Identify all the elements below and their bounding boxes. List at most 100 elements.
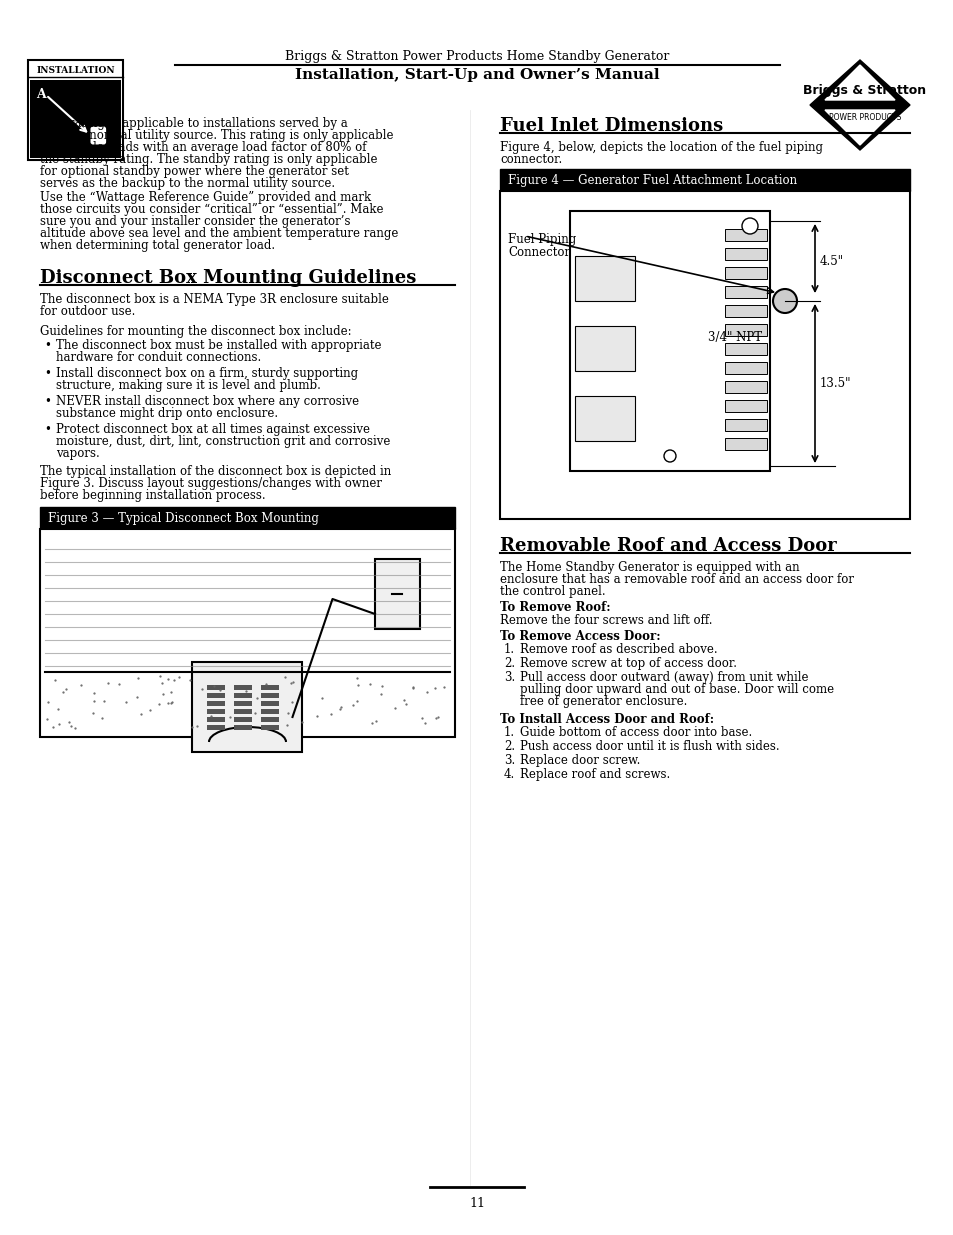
Bar: [575, 326, 635, 370]
Bar: [724, 267, 766, 279]
Text: To Install Access Door and Roof:: To Install Access Door and Roof:: [499, 713, 714, 726]
Text: before beginning installation process.: before beginning installation process.: [40, 489, 265, 501]
Bar: [208, 685, 225, 690]
Bar: [375, 559, 419, 629]
Text: Guidelines for mounting the disconnect box include:: Guidelines for mounting the disconnect b…: [40, 325, 352, 338]
Text: To Remove Access Door:: To Remove Access Door:: [499, 630, 659, 643]
Bar: [208, 718, 225, 722]
Text: Replace roof and screws.: Replace roof and screws.: [519, 768, 670, 781]
Text: Figure 3 — Typical Disconnect Box Mounting: Figure 3 — Typical Disconnect Box Mounti…: [48, 511, 318, 525]
Text: B: B: [92, 128, 104, 142]
Bar: [234, 701, 253, 706]
Text: 11: 11: [469, 1197, 484, 1210]
Text: Installation, Start-Up and Owner’s Manual: Installation, Start-Up and Owner’s Manua…: [294, 68, 659, 82]
Text: for optional standby power where the generator set: for optional standby power where the gen…: [40, 165, 349, 178]
Bar: [234, 725, 253, 730]
Text: The disconnect box must be installed with appropriate: The disconnect box must be installed wit…: [56, 338, 381, 352]
Polygon shape: [824, 110, 894, 144]
Bar: [724, 248, 766, 261]
Text: hardware for conduit connections.: hardware for conduit connections.: [56, 351, 261, 364]
Bar: [499, 191, 909, 519]
Polygon shape: [824, 65, 894, 100]
Text: 2.: 2.: [503, 740, 515, 753]
Text: free of generator enclosure.: free of generator enclosure.: [519, 695, 687, 708]
Circle shape: [663, 450, 676, 462]
Text: reliable normal utility source. This rating is only applicable: reliable normal utility source. This rat…: [40, 128, 393, 142]
Text: 1.: 1.: [503, 643, 515, 656]
Bar: [208, 709, 225, 714]
Text: A: A: [36, 88, 46, 101]
Bar: [234, 693, 253, 698]
Bar: [724, 287, 766, 298]
Text: Remove roof as described above.: Remove roof as described above.: [519, 643, 717, 656]
Text: serves as the backup to the normal utility source.: serves as the backup to the normal utili…: [40, 177, 335, 190]
Text: Briggs & Stratton: Briggs & Stratton: [802, 84, 925, 98]
Bar: [30, 80, 121, 158]
Bar: [234, 685, 253, 690]
Text: Connector: Connector: [507, 246, 570, 259]
Text: altitude above sea level and the ambient temperature range: altitude above sea level and the ambient…: [40, 227, 398, 240]
Polygon shape: [809, 61, 909, 149]
Bar: [724, 438, 766, 450]
Bar: [724, 343, 766, 354]
Text: vapors.: vapors.: [56, 447, 100, 459]
Text: connector.: connector.: [499, 153, 561, 165]
Bar: [261, 685, 279, 690]
Bar: [261, 701, 279, 706]
Bar: [40, 529, 455, 737]
Bar: [724, 382, 766, 393]
Bar: [28, 61, 123, 161]
Text: Install disconnect box on a firm, sturdy supporting: Install disconnect box on a firm, sturdy…: [56, 367, 357, 380]
Text: Protect disconnect box at all times against excessive: Protect disconnect box at all times agai…: [56, 424, 370, 436]
Text: 3/4" NPT: 3/4" NPT: [707, 331, 761, 345]
Text: 3.: 3.: [503, 755, 515, 767]
Text: Briggs & Stratton Power Products Home Standby Generator: Briggs & Stratton Power Products Home St…: [285, 49, 668, 63]
Text: Remove screw at top of access door.: Remove screw at top of access door.: [519, 657, 737, 671]
Text: 4.5": 4.5": [820, 254, 843, 268]
Text: sure you and your installer consider the generator’s: sure you and your installer consider the…: [40, 215, 350, 228]
Text: 2.: 2.: [503, 657, 515, 671]
Bar: [234, 709, 253, 714]
Circle shape: [741, 219, 758, 233]
Text: •: •: [44, 395, 51, 408]
Text: NEVER install disconnect box where any corrosive: NEVER install disconnect box where any c…: [56, 395, 358, 408]
Bar: [261, 693, 279, 698]
Bar: [40, 508, 455, 529]
Text: This rating is applicable to installations served by a: This rating is applicable to installatio…: [40, 117, 348, 130]
Text: those circuits you consider “critical” or “essential”. Make: those circuits you consider “critical” o…: [40, 203, 383, 216]
Bar: [575, 256, 635, 301]
Text: Disconnect Box Mounting Guidelines: Disconnect Box Mounting Guidelines: [40, 269, 416, 287]
Text: pulling door upward and out of base. Door will come: pulling door upward and out of base. Doo…: [519, 683, 833, 697]
Bar: [234, 718, 253, 722]
Text: The disconnect box is a NEMA Type 3R enclosure suitable: The disconnect box is a NEMA Type 3R enc…: [40, 293, 389, 306]
Text: To Remove Roof:: To Remove Roof:: [499, 601, 610, 614]
Bar: [193, 662, 302, 752]
Text: to variable loads with an average load factor of 80% of: to variable loads with an average load f…: [40, 141, 366, 154]
Text: Figure 4, below, depicts the location of the fuel piping: Figure 4, below, depicts the location of…: [499, 141, 822, 154]
Bar: [724, 419, 766, 431]
Text: Figure 4 — Generator Fuel Attachment Location: Figure 4 — Generator Fuel Attachment Loc…: [507, 173, 797, 186]
Text: the control panel.: the control panel.: [499, 585, 605, 598]
Bar: [499, 169, 909, 191]
Text: •: •: [44, 338, 51, 352]
Text: substance might drip onto enclosure.: substance might drip onto enclosure.: [56, 408, 278, 420]
Text: structure, making sure it is level and plumb.: structure, making sure it is level and p…: [56, 379, 320, 391]
Text: 13.5": 13.5": [820, 377, 851, 390]
Text: the standby rating. The standby rating is only applicable: the standby rating. The standby rating i…: [40, 153, 377, 165]
Text: Guide bottom of access door into base.: Guide bottom of access door into base.: [519, 726, 752, 739]
Text: INSTALLATION: INSTALLATION: [36, 65, 114, 75]
Bar: [208, 701, 225, 706]
Text: Remove the four screws and lift off.: Remove the four screws and lift off.: [499, 614, 712, 627]
Text: The typical installation of the disconnect box is depicted in: The typical installation of the disconne…: [40, 466, 391, 478]
Text: Push access door until it is flush with sides.: Push access door until it is flush with …: [519, 740, 779, 753]
Text: Replace door screw.: Replace door screw.: [519, 755, 639, 767]
Text: enclosure that has a removable roof and an access door for: enclosure that has a removable roof and …: [499, 573, 853, 585]
Text: for outdoor use.: for outdoor use.: [40, 305, 135, 317]
Bar: [575, 396, 635, 441]
Bar: [724, 228, 766, 241]
Text: Pull access door outward (away) from unit while: Pull access door outward (away) from uni…: [519, 671, 807, 684]
Text: 1.: 1.: [503, 726, 515, 739]
Text: when determining total generator load.: when determining total generator load.: [40, 240, 274, 252]
Text: The Home Standby Generator is equipped with an: The Home Standby Generator is equipped w…: [499, 561, 799, 574]
Bar: [208, 725, 225, 730]
